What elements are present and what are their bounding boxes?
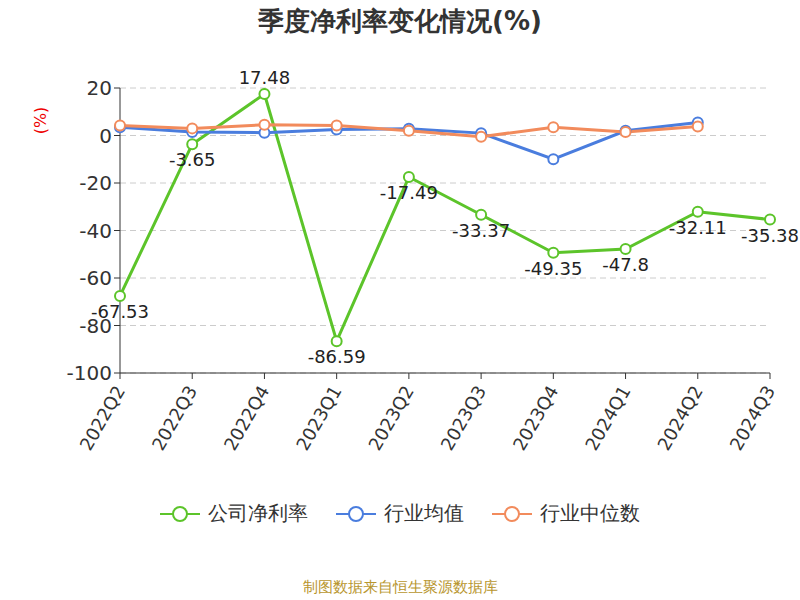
html-text:季度净利率变化情况(%): 季度净利率变化情况(%) (258, 6, 542, 36)
svg-text:-60: -60 (79, 266, 112, 290)
svg-text:2022Q4: 2022Q4 (220, 382, 274, 454)
svg-text:2024Q3: 2024Q3 (725, 382, 779, 454)
svg-text:-40: -40 (79, 219, 112, 243)
svg-text:2024Q1: 2024Q1 (581, 382, 635, 454)
svg-text:2024Q2: 2024Q2 (653, 382, 707, 454)
svg-text:2022Q3: 2022Q3 (147, 382, 201, 454)
svg-text:0: 0 (99, 124, 112, 148)
svg-text:-3.65: -3.65 (169, 149, 216, 170)
html-text:行业均值: 行业均值 (384, 501, 464, 525)
svg-text:-100: -100 (67, 361, 112, 385)
svg-text:-33.37: -33.37 (452, 220, 510, 241)
svg-text:-67.53: -67.53 (91, 301, 149, 322)
svg-text:-47.8: -47.8 (602, 254, 649, 275)
svg-text:2023Q1: 2023Q1 (292, 382, 346, 454)
svg-text:2023Q4: 2023Q4 (509, 382, 563, 454)
html-text:行业中位数: 行业中位数 (540, 501, 640, 525)
svg-text:(%): (%) (31, 107, 50, 135)
svg-text:2023Q3: 2023Q3 (436, 382, 490, 454)
svg-text:20: 20 (87, 76, 112, 100)
svg-text:17.48: 17.48 (239, 67, 291, 88)
svg-text:-17.49: -17.49 (380, 182, 438, 203)
svg-text:-35.38: -35.38 (741, 225, 792, 246)
svg-text:-49.35: -49.35 (524, 258, 582, 279)
html-text:制图数据来自恒生聚源数据库: 制图数据来自恒生聚源数据库 (302, 578, 498, 596)
svg-text:2023Q2: 2023Q2 (364, 382, 418, 454)
svg-text:-80: -80 (79, 313, 112, 338)
svg-text:-86.59: -86.59 (308, 346, 366, 367)
svg-text:-20: -20 (79, 171, 112, 195)
svg-text:2022Q2: 2022Q2 (75, 382, 129, 454)
html-text:公司净利率: 公司净利率 (208, 501, 308, 525)
svg-text:-32.11: -32.11 (669, 217, 727, 238)
